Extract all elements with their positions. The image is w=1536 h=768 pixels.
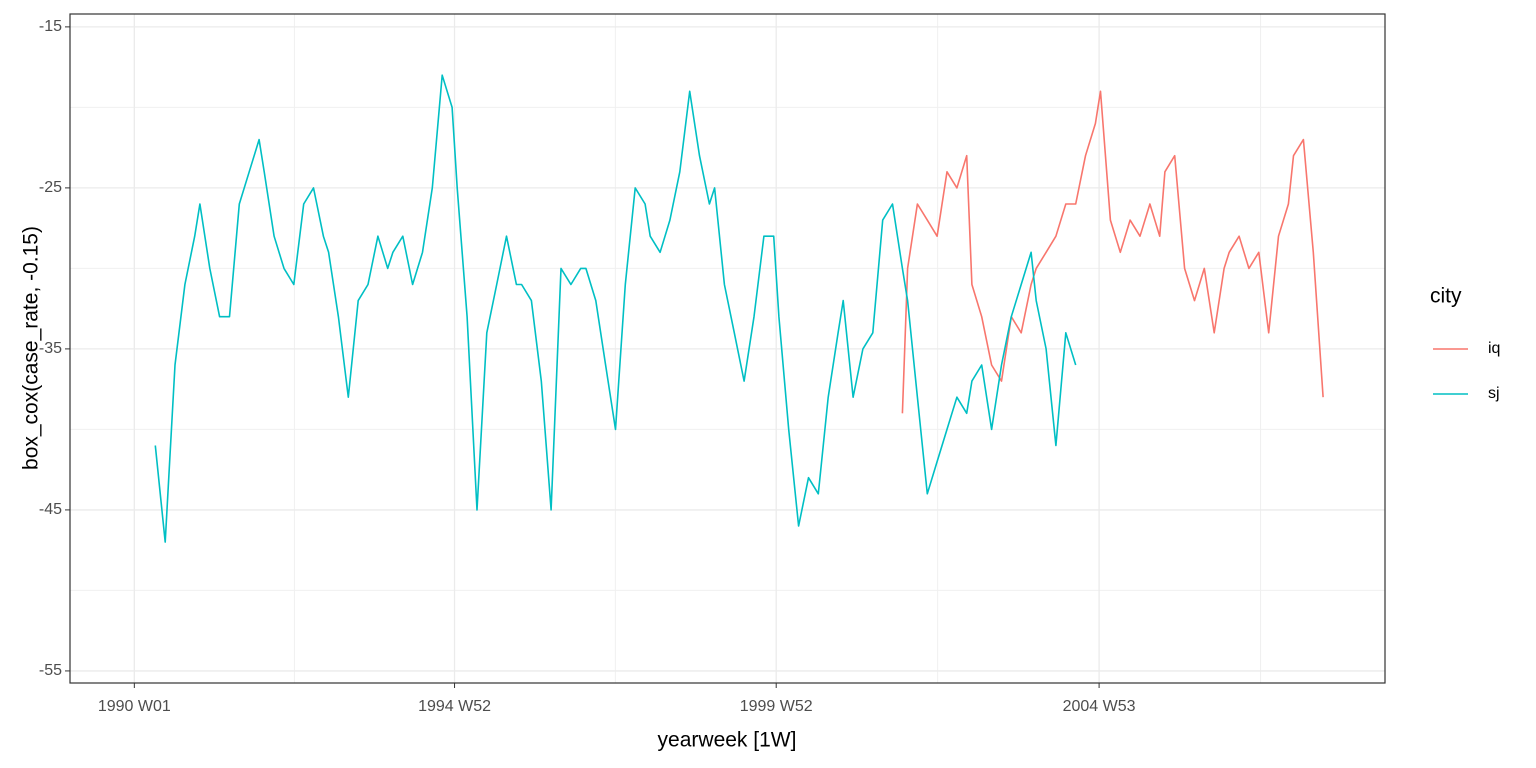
legend-label: sj [1488, 385, 1500, 402]
y-tick-label: -25 [39, 179, 62, 196]
legend-label: iq [1488, 340, 1500, 357]
x-tick-label: 1990 W01 [98, 698, 171, 715]
series-line [154, 74, 1077, 543]
y-tick-label: -45 [39, 501, 62, 518]
x-tick-label: 1994 W52 [418, 698, 491, 715]
y-tick-label: -15 [39, 18, 62, 35]
plot-border [69, 13, 1386, 684]
y-tick-label: -55 [39, 662, 62, 679]
series-line [901, 90, 1324, 414]
y-axis-title: box_cox(case_rate, -0.15) [20, 226, 43, 470]
x-tick-label: 1999 W52 [740, 698, 813, 715]
x-axis-title: yearweek [1W] [658, 729, 797, 752]
x-tick-label: 2004 W53 [1063, 698, 1136, 715]
legend-title: city [1430, 285, 1462, 308]
y-tick-label: -35 [39, 340, 62, 357]
